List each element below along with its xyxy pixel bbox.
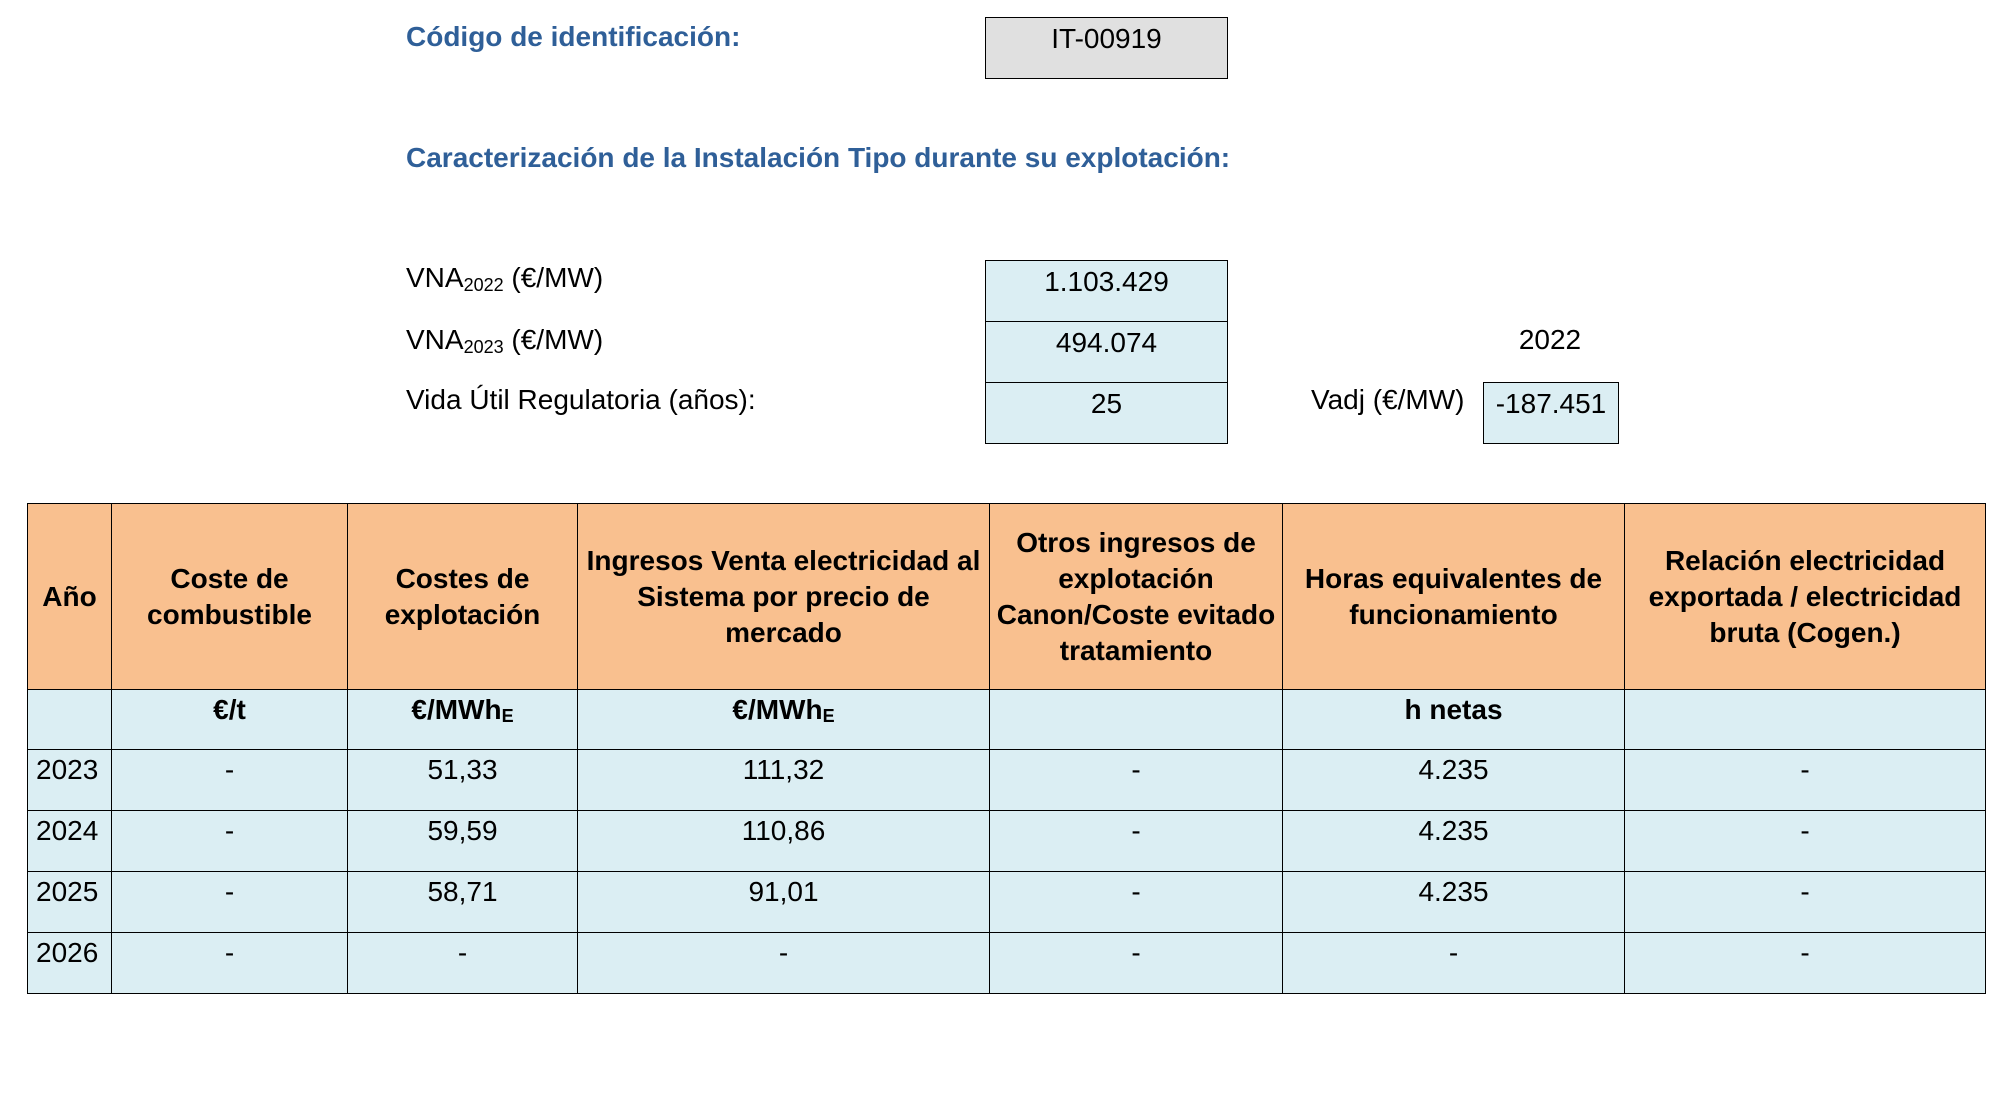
section-title: Caracterización de la Instalación Tipo d…: [406, 142, 1231, 173]
unit-combustible: €/t: [111, 689, 348, 750]
vna2022-label-unit: (€/MW): [503, 262, 604, 293]
vna2023-label: VNA2023 (€/MW): [406, 323, 603, 357]
vna2022-value: 1.103.429: [985, 260, 1228, 322]
explotacion-table: Año Coste de combustible Costes de explo…: [27, 503, 1986, 994]
unit-explotacion-sub: E: [501, 706, 514, 726]
vna2023-label-sub: 2023: [463, 337, 504, 357]
cell-year: 2026: [27, 932, 112, 994]
cell-coste-combustible: -: [111, 749, 348, 811]
col-header-horas-equivalentes: Horas equivalentes de funcionamiento: [1282, 503, 1625, 690]
year-label: 2022: [1518, 324, 1582, 355]
unit-relacion: [1624, 689, 1986, 750]
cell-horas: 4.235: [1282, 810, 1625, 872]
table-row: 2025 - 58,71 91,01 - 4.235 -: [27, 871, 1986, 933]
cell-otros-ingresos: -: [989, 810, 1283, 872]
vna2023-label-unit: (€/MW): [503, 324, 604, 355]
table-units-row: €/t €/MWhE €/MWhE h netas: [27, 689, 1986, 750]
col-header-coste-combustible: Coste de combustible: [111, 503, 348, 690]
cell-horas: -: [1282, 932, 1625, 994]
table-row: 2024 - 59,59 110,86 - 4.235 -: [27, 810, 1986, 872]
col-header-otros-ingresos: Otros ingresos de explotación Canon/Cost…: [989, 503, 1283, 690]
cell-horas: 4.235: [1282, 749, 1625, 811]
cell-relacion: -: [1624, 871, 1986, 933]
cell-costes-explotacion: -: [347, 932, 578, 994]
cell-ingresos-venta: -: [577, 932, 990, 994]
vna2022-label-main: VNA: [406, 262, 464, 293]
cell-coste-combustible: -: [111, 932, 348, 994]
cell-ingresos-venta: 110,86: [577, 810, 990, 872]
cell-relacion: -: [1624, 932, 1986, 994]
col-header-costes-explotacion: Costes de explotación: [347, 503, 578, 690]
vadj-value: -187.451: [1483, 382, 1619, 444]
cell-otros-ingresos: -: [989, 749, 1283, 811]
code-value: IT-00919: [985, 17, 1228, 79]
cell-costes-explotacion: 51,33: [347, 749, 578, 811]
cell-coste-combustible: -: [111, 871, 348, 933]
unit-explotacion: €/MWhE: [347, 689, 578, 750]
vadj-label: Vadj (€/MW): [1311, 384, 1465, 415]
cell-coste-combustible: -: [111, 810, 348, 872]
unit-horas: h netas: [1282, 689, 1625, 750]
col-header-relacion-electricidad: Relación electricidad exportada / electr…: [1624, 503, 1986, 690]
cell-year: 2024: [27, 810, 112, 872]
unit-otros: [989, 689, 1283, 750]
vida-util-value: 25: [985, 382, 1228, 444]
cell-relacion: -: [1624, 749, 1986, 811]
cell-costes-explotacion: 59,59: [347, 810, 578, 872]
vna2022-label: VNA2022 (€/MW): [406, 261, 603, 295]
unit-explotacion-main: €/MWh: [411, 694, 502, 725]
unit-ingresos: €/MWhE: [577, 689, 990, 750]
vna2023-value: 494.074: [985, 321, 1228, 383]
cell-ingresos-venta: 91,01: [577, 871, 990, 933]
unit-ingresos-sub: E: [822, 706, 835, 726]
vna2022-label-sub: 2022: [463, 275, 504, 295]
code-label: Código de identificación:: [406, 21, 741, 52]
vna2023-label-main: VNA: [406, 324, 464, 355]
cell-ingresos-venta: 111,32: [577, 749, 990, 811]
cell-horas: 4.235: [1282, 871, 1625, 933]
table-row: 2023 - 51,33 111,32 - 4.235 -: [27, 749, 1986, 811]
vida-util-label: Vida Útil Regulatoria (años):: [406, 384, 756, 415]
col-header-ano: Año: [27, 503, 112, 690]
cell-year: 2023: [27, 749, 112, 811]
table-row: 2026 - - - - - -: [27, 932, 1986, 994]
unit-ano: [27, 689, 112, 750]
table-header-row: Año Coste de combustible Costes de explo…: [27, 503, 1986, 690]
cell-costes-explotacion: 58,71: [347, 871, 578, 933]
unit-ingresos-main: €/MWh: [732, 694, 823, 725]
cell-otros-ingresos: -: [989, 932, 1283, 994]
cell-year: 2025: [27, 871, 112, 933]
cell-relacion: -: [1624, 810, 1986, 872]
cell-otros-ingresos: -: [989, 871, 1283, 933]
col-header-ingresos-venta: Ingresos Venta electricidad al Sistema p…: [577, 503, 990, 690]
